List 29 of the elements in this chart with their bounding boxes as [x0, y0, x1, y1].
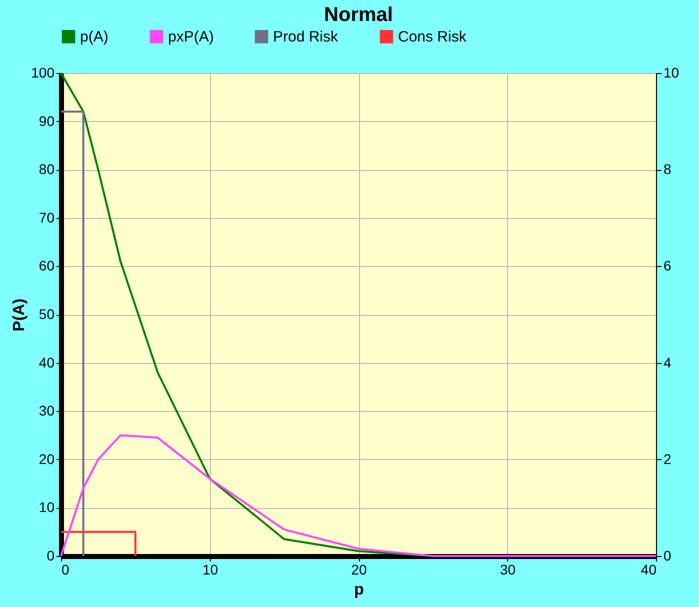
y2-tick-label: 8 [664, 161, 672, 178]
y-tick-label: 60 [38, 258, 55, 274]
y-tick-label: 20 [38, 450, 55, 467]
x-tick-label: 30 [500, 562, 516, 578]
x-tick-label: 20 [351, 562, 367, 578]
y-tick-label: 80 [38, 161, 55, 178]
y2-tick-label: 0 [664, 548, 672, 564]
y-tick-label: 40 [38, 354, 55, 370]
x-tick-label: 40 [640, 562, 657, 578]
y-axis-title: P(A) [11, 298, 28, 332]
y2-tick-label: 6 [664, 258, 672, 274]
y-tick-label: 30 [38, 402, 55, 419]
y-tick-label: 70 [38, 209, 55, 226]
y-tick-label: 10 [38, 499, 55, 516]
legend-label: pxP(A) [168, 28, 214, 46]
y-tick-label: 90 [38, 112, 55, 129]
y-tick-label: 0 [46, 548, 55, 564]
legend-label: Cons Risk [398, 28, 467, 46]
x-tick-label: 0 [62, 562, 70, 578]
x-tick-label: 10 [202, 562, 218, 578]
legend-label: Prod Risk [273, 28, 339, 46]
y-tick-label: 100 [31, 64, 55, 80]
y2-tick-label: 2 [664, 450, 672, 467]
x-axis-title: p [354, 582, 364, 598]
y2-tick-label: 4 [664, 354, 672, 370]
y-tick-label: 50 [38, 306, 55, 322]
chart-title: Normal [324, 4, 393, 26]
y2-tick-label: 10 [664, 64, 680, 80]
legend-label: p(A) [80, 28, 108, 46]
